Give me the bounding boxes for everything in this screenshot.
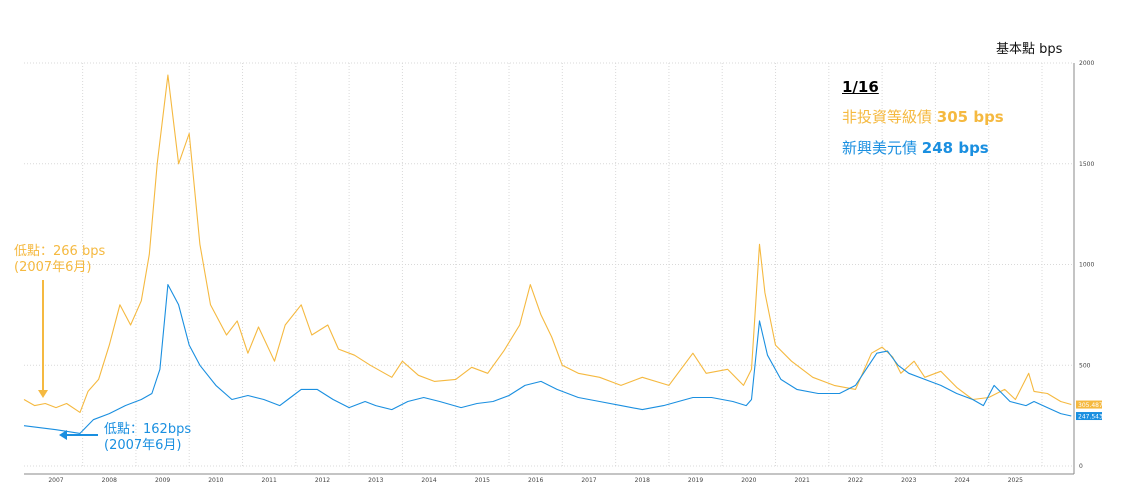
series-line-em bbox=[23, 284, 1072, 434]
legend-em-label: 新興美元債 bbox=[842, 139, 918, 157]
x-tick-label: 2009 bbox=[155, 477, 170, 484]
y-tick-label: 1500 bbox=[1079, 161, 1094, 168]
end-label-em-box bbox=[1076, 412, 1102, 421]
x-tick-label: 2020 bbox=[741, 477, 756, 484]
x-tick-label: 2012 bbox=[315, 477, 330, 484]
x-tick-label: 2021 bbox=[795, 477, 810, 484]
low-point-arrows bbox=[38, 280, 98, 440]
legend-date: 1/16 bbox=[842, 78, 879, 96]
series-line-hy bbox=[23, 74, 1072, 413]
end-value-labels: 305.487 247.543 bbox=[1076, 400, 1103, 421]
em-low-line1: 低點：162bps bbox=[104, 422, 192, 437]
hy-low-line1: 低點：266 bps bbox=[14, 244, 106, 259]
x-tick-label: 2015 bbox=[475, 477, 490, 484]
hy-low-arrow-head bbox=[38, 390, 48, 398]
legend-hy: 非投資等級債 305 bps bbox=[842, 106, 1004, 127]
gridlines bbox=[24, 62, 1074, 467]
series-lines bbox=[23, 74, 1072, 434]
hy-low-line2: (2007年6月) bbox=[14, 260, 92, 275]
hy-low-annotation: 低點：266 bps (2007年6月) bbox=[14, 244, 105, 276]
end-label-hy: 305.487 bbox=[1078, 402, 1103, 409]
x-tick-label: 2017 bbox=[581, 477, 596, 484]
legend-em: 新興美元債 248 bps bbox=[842, 137, 1004, 158]
x-tick-label: 2023 bbox=[901, 477, 916, 484]
legend: 1/16 非投資等級債 305 bps 新興美元債 248 bps bbox=[842, 78, 1004, 168]
legend-hy-value: 305 bps bbox=[936, 108, 1004, 126]
unit-label: 基本點 bps bbox=[996, 42, 1063, 57]
x-tick-label: 2022 bbox=[848, 477, 863, 484]
em-low-line2: (2007年6月) bbox=[104, 438, 182, 453]
end-label-hy-box bbox=[1076, 400, 1102, 409]
em-low-annotation: 低點：162bps (2007年6月) bbox=[104, 422, 191, 454]
end-label-em: 247.543 bbox=[1078, 414, 1103, 421]
x-tick-label: 2018 bbox=[635, 477, 650, 484]
x-tick-label: 2007 bbox=[48, 477, 63, 484]
x-tick-label: 2019 bbox=[688, 477, 703, 484]
x-tick-label: 2025 bbox=[1008, 477, 1023, 484]
legend-hy-label: 非投資等級債 bbox=[842, 108, 933, 126]
legend-em-value: 248 bps bbox=[921, 139, 989, 157]
x-tick-label: 2016 bbox=[528, 477, 543, 484]
y-tick-label: 500 bbox=[1079, 362, 1091, 369]
x-tick-label: 2024 bbox=[954, 477, 969, 484]
x-tick-label: 2008 bbox=[102, 477, 117, 484]
x-tick-label: 2011 bbox=[262, 477, 277, 484]
em-low-arrow-head bbox=[59, 430, 67, 440]
y-tick-label: 0 bbox=[1079, 463, 1083, 470]
x-tick-label: 2014 bbox=[421, 477, 436, 484]
x-tick-label: 2010 bbox=[208, 477, 223, 484]
x-tick-label: 2013 bbox=[368, 477, 383, 484]
y-tick-label: 2000 bbox=[1079, 60, 1094, 67]
axes: 0 500 1000 1500 2000 2007 2008 2009 2010 2011 2012… bbox=[24, 60, 1094, 484]
y-tick-label: 1000 bbox=[1079, 262, 1094, 269]
